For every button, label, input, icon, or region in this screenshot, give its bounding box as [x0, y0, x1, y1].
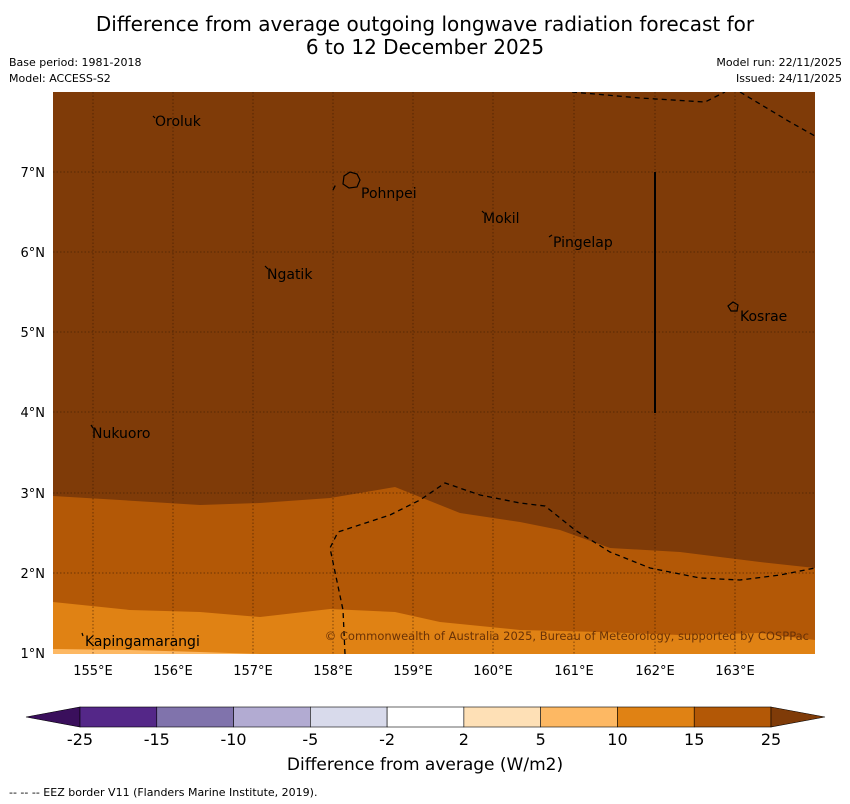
colorbar — [25, 706, 826, 728]
lon-tick: 163°E — [715, 664, 755, 679]
colorbar-cell — [386, 706, 465, 728]
place-label: Pohnpei — [361, 186, 417, 202]
colorbar-cell — [79, 706, 158, 728]
kosrae-island — [727, 301, 739, 312]
lat-tick: 7°N — [21, 166, 46, 181]
colorbar-cell — [693, 706, 772, 728]
colorbar-tick-label: 5 — [535, 730, 546, 749]
oroluk-atoll — [152, 115, 156, 119]
map-area: Oroluk Pohnpei Mokil Pingelap Ngatik Kos… — [53, 92, 815, 654]
colorbar-tick-label: -15 — [143, 730, 170, 749]
place-label: Kosrae — [740, 309, 787, 325]
lon-tick: 160°E — [473, 664, 513, 679]
colorbar-tick-label: -5 — [302, 730, 319, 749]
ngatik-atoll — [264, 265, 269, 270]
lon-tick: 157°E — [233, 664, 273, 679]
colorbar-tick-label: 25 — [760, 730, 782, 749]
lon-axis: 155°E 156°E 157°E 158°E 159°E 160°E 161°… — [73, 664, 755, 679]
copyright-text: © Commonwealth of Australia 2025, Bureau… — [325, 629, 809, 643]
lon-tick: 162°E — [635, 664, 675, 679]
model-name: Model: ACCESS-S2 — [9, 72, 111, 85]
colorbar-label: Difference from average (W/m2) — [286, 755, 564, 775]
colorbar-cell — [310, 706, 388, 728]
lon-tick: 159°E — [393, 664, 433, 679]
mokil-atoll — [481, 210, 485, 214]
colorbar-tick-label: 10 — [607, 730, 628, 749]
colorbar-extend-high — [770, 706, 826, 728]
shade-band-10-15 — [53, 602, 815, 654]
eez-borders — [329, 92, 815, 654]
pohnpei-island — [342, 171, 361, 189]
pingelap-atoll — [548, 234, 553, 238]
colorbar-cell — [463, 706, 541, 728]
nukuoro-atoll — [90, 424, 94, 429]
model-run: Model run: 22/11/2025 — [716, 56, 842, 69]
issued-date: Issued: 24/11/2025 — [735, 72, 842, 85]
colorbar-tick-label: 15 — [684, 730, 705, 749]
lat-tick: 3°N — [21, 487, 46, 502]
chart-title: Difference from average outgoing longwav… — [0, 13, 850, 59]
kapingamarangi-atoll — [81, 632, 84, 637]
colorbar-cell — [540, 706, 618, 728]
lon-tick: 155°E — [73, 664, 113, 679]
colorbar-cell — [156, 706, 234, 728]
eez-legend-note: -- -- -- EEZ border V11 (Flanders Marine… — [9, 786, 318, 799]
colorbar-extend-low — [25, 706, 81, 728]
colorbar-cell — [233, 706, 311, 728]
meta-right: Model run: 22/11/2025 Issued: 24/11/2025 — [716, 55, 842, 87]
lat-tick: 5°N — [21, 326, 46, 341]
place-label: Nukuoro — [92, 426, 150, 442]
base-period: Base period: 1981-2018 — [9, 56, 142, 69]
lat-tick: 6°N — [21, 246, 46, 261]
place-label: Mokil — [483, 211, 520, 227]
colorbar-tick-label: 2 — [458, 730, 469, 749]
shade-band-15-25 — [53, 487, 815, 654]
place-label: Pingelap — [553, 235, 613, 251]
island-outlines — [81, 115, 739, 637]
title-line-2: 6 to 12 December 2025 — [305, 35, 545, 59]
colorbar-tick-label: -25 — [66, 730, 94, 749]
colorbar-tick-label: -10 — [220, 730, 247, 749]
colorbar-cells — [79, 706, 772, 728]
lat-tick: 1°N — [21, 647, 46, 662]
place-labels: Oroluk Pohnpei Mokil Pingelap Ngatik Kos… — [85, 114, 787, 650]
title-line-1: Difference from average outgoing longwav… — [95, 12, 755, 36]
colorbar-tick-label: -2 — [379, 730, 396, 749]
meta-left: Base period: 1981-2018 Model: ACCESS-S2 — [9, 55, 141, 87]
lon-tick: 158°E — [313, 664, 353, 679]
lat-axis: 7°N 6°N 5°N 4°N 3°N 2°N 1°N — [21, 166, 46, 662]
place-label: Kapingamarangi — [85, 634, 200, 650]
lon-tick: 161°E — [554, 664, 594, 679]
shade-band-5-10 — [53, 649, 260, 654]
colorbar-cell — [617, 706, 695, 728]
place-label: Oroluk — [155, 114, 202, 130]
lat-tick: 4°N — [21, 406, 46, 421]
graticule — [53, 92, 815, 654]
lon-tick: 156°E — [153, 664, 193, 679]
lat-tick: 2°N — [21, 567, 46, 582]
place-label: Ngatik — [267, 267, 313, 283]
